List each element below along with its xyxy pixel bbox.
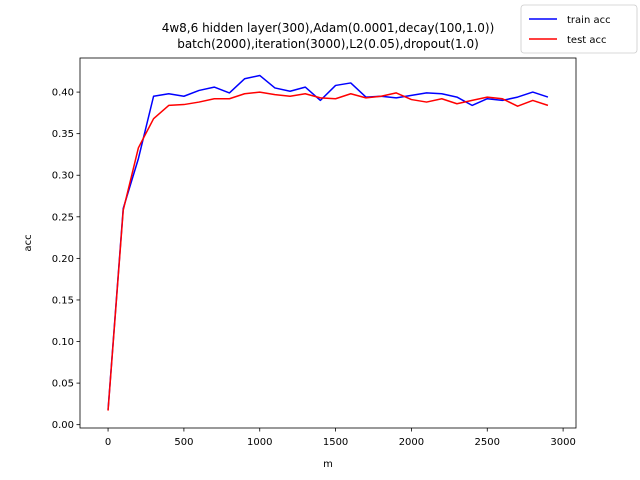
y-tick-label: 0.10	[52, 337, 74, 348]
y-axis-ticks: 0.00 0.05 0.10 0.15 0.20 0.25 0.30 0.35 0.40	[52, 88, 80, 431]
y-axis-label: acc	[23, 234, 34, 251]
x-tick-label: 2000	[399, 437, 424, 448]
legend-box	[520, 4, 638, 54]
x-axis-ticks: 0 500 1000 1500 2000 2500 3000	[105, 428, 576, 448]
chart-title-line-1: 4w8,6 hidden layer(300),Adam(0.0001,deca…	[162, 21, 495, 35]
x-tick-label: 500	[174, 437, 193, 448]
chart-title-line-2: batch(2000),iteration(3000),L2(0.05),dro…	[177, 37, 479, 51]
x-tick-label: 3000	[550, 437, 575, 448]
plot-series	[107, 74, 549, 411]
y-tick-label: 0.20	[52, 254, 74, 265]
legend-label-test-acc: test acc	[567, 35, 607, 46]
series-line-test-acc	[107, 91, 549, 411]
y-tick-label: 0.15	[52, 295, 74, 306]
x-axis-label: m	[323, 459, 333, 470]
plot-frame	[79, 57, 577, 429]
y-tick-label: 0.05	[52, 379, 74, 390]
y-tick-label: 0.35	[52, 129, 74, 140]
legend: train acc test acc	[520, 4, 638, 54]
x-tick-label: 0	[105, 437, 111, 448]
y-tick-label: 0.30	[52, 171, 74, 182]
legend-label-train-acc: train acc	[567, 15, 611, 26]
series-line-train-acc	[107, 74, 549, 410]
y-tick-label: 0.40	[52, 88, 74, 99]
x-tick-label: 1500	[323, 437, 348, 448]
y-tick-label: 0.25	[52, 212, 74, 223]
x-tick-label: 2500	[475, 437, 500, 448]
x-tick-label: 1000	[247, 437, 272, 448]
y-tick-label: 0.00	[52, 420, 74, 431]
